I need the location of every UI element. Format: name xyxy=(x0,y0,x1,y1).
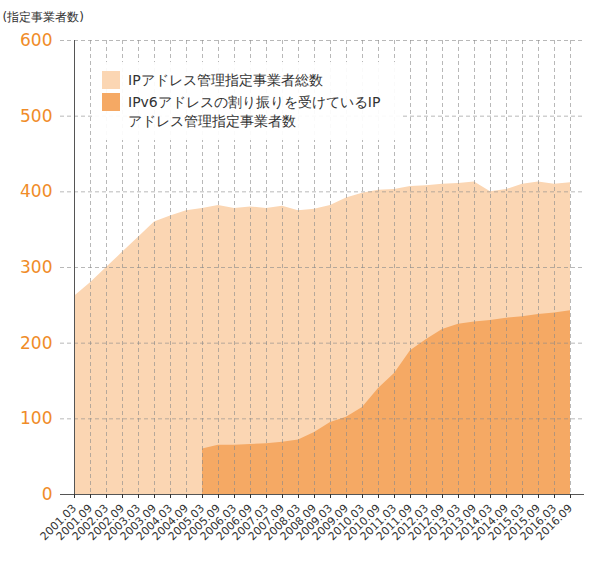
svg-text:2001.03: 2001.03 xyxy=(37,501,80,544)
svg-text:2009.09: 2009.09 xyxy=(309,501,352,544)
html-text:IPv6アドレスの割り振りを受けているIPアドレス管理指定事: IPv6アドレスの割り振りを受けているIPアドレス管理指定事業者数 xyxy=(128,94,381,129)
svg-text:2006.09: 2006.09 xyxy=(213,501,256,544)
svg-text:2016.09: 2016.09 xyxy=(534,502,575,543)
svg-text:2010.03: 2010.03 xyxy=(325,501,368,544)
svg-text:2014.09: 2014.09 xyxy=(469,501,512,544)
svg-text:2002.03: 2002.03 xyxy=(69,501,112,544)
svg-text:2010.09: 2010.09 xyxy=(341,501,384,544)
svg-text:500: 500 xyxy=(20,106,52,126)
svg-text:2006.03: 2006.03 xyxy=(197,501,240,544)
svg-text:2004.03: 2004.03 xyxy=(133,501,176,544)
svg-text:2012.09: 2012.09 xyxy=(405,501,448,544)
svg-text:100: 100 xyxy=(20,408,52,428)
svg-text:2008.03: 2008.03 xyxy=(261,501,304,544)
svg-text:2009.03: 2009.03 xyxy=(293,501,336,544)
svg-text:2002.09: 2002.09 xyxy=(85,501,128,544)
svg-text:200: 200 xyxy=(20,333,52,353)
svg-text:2005.09: 2005.09 xyxy=(181,501,224,544)
svg-text:2003.09: 2003.09 xyxy=(117,501,160,544)
svg-text:2001.09: 2001.09 xyxy=(53,501,96,544)
svg-text:2005.03: 2005.03 xyxy=(165,501,208,544)
svg-text:600: 600 xyxy=(20,30,52,50)
svg-text:0: 0 xyxy=(42,484,53,504)
svg-text:2014.03: 2014.03 xyxy=(453,501,496,544)
svg-text:2016.03: 2016.03 xyxy=(517,501,560,544)
svg-text:2013.09: 2013.09 xyxy=(437,501,480,544)
svg-text:2011.03: 2011.03 xyxy=(357,501,400,544)
svg-text:2015.03: 2015.03 xyxy=(485,501,528,544)
svg-text:2011.09: 2011.09 xyxy=(373,501,416,544)
svg-text:2004.09: 2004.09 xyxy=(149,501,192,544)
svg-text:2015.09: 2015.09 xyxy=(501,501,544,544)
svg-text:2008.09: 2008.09 xyxy=(277,501,320,544)
svg-text:2013.03: 2013.03 xyxy=(421,501,464,544)
svg-text:400: 400 xyxy=(20,181,52,201)
svg-text:2012.03: 2012.03 xyxy=(389,501,432,544)
html-text:IPアドレス管理指定事業者総数: IPアドレス管理指定事業者総数 xyxy=(128,72,323,88)
svg-text:2003.03: 2003.03 xyxy=(101,501,144,544)
svg-text:2007.03: 2007.03 xyxy=(229,501,272,544)
svg-text:(指定事業者数): (指定事業者数) xyxy=(3,10,84,24)
svg-text:2007.09: 2007.09 xyxy=(245,501,288,544)
svg-text:300: 300 xyxy=(20,257,52,277)
